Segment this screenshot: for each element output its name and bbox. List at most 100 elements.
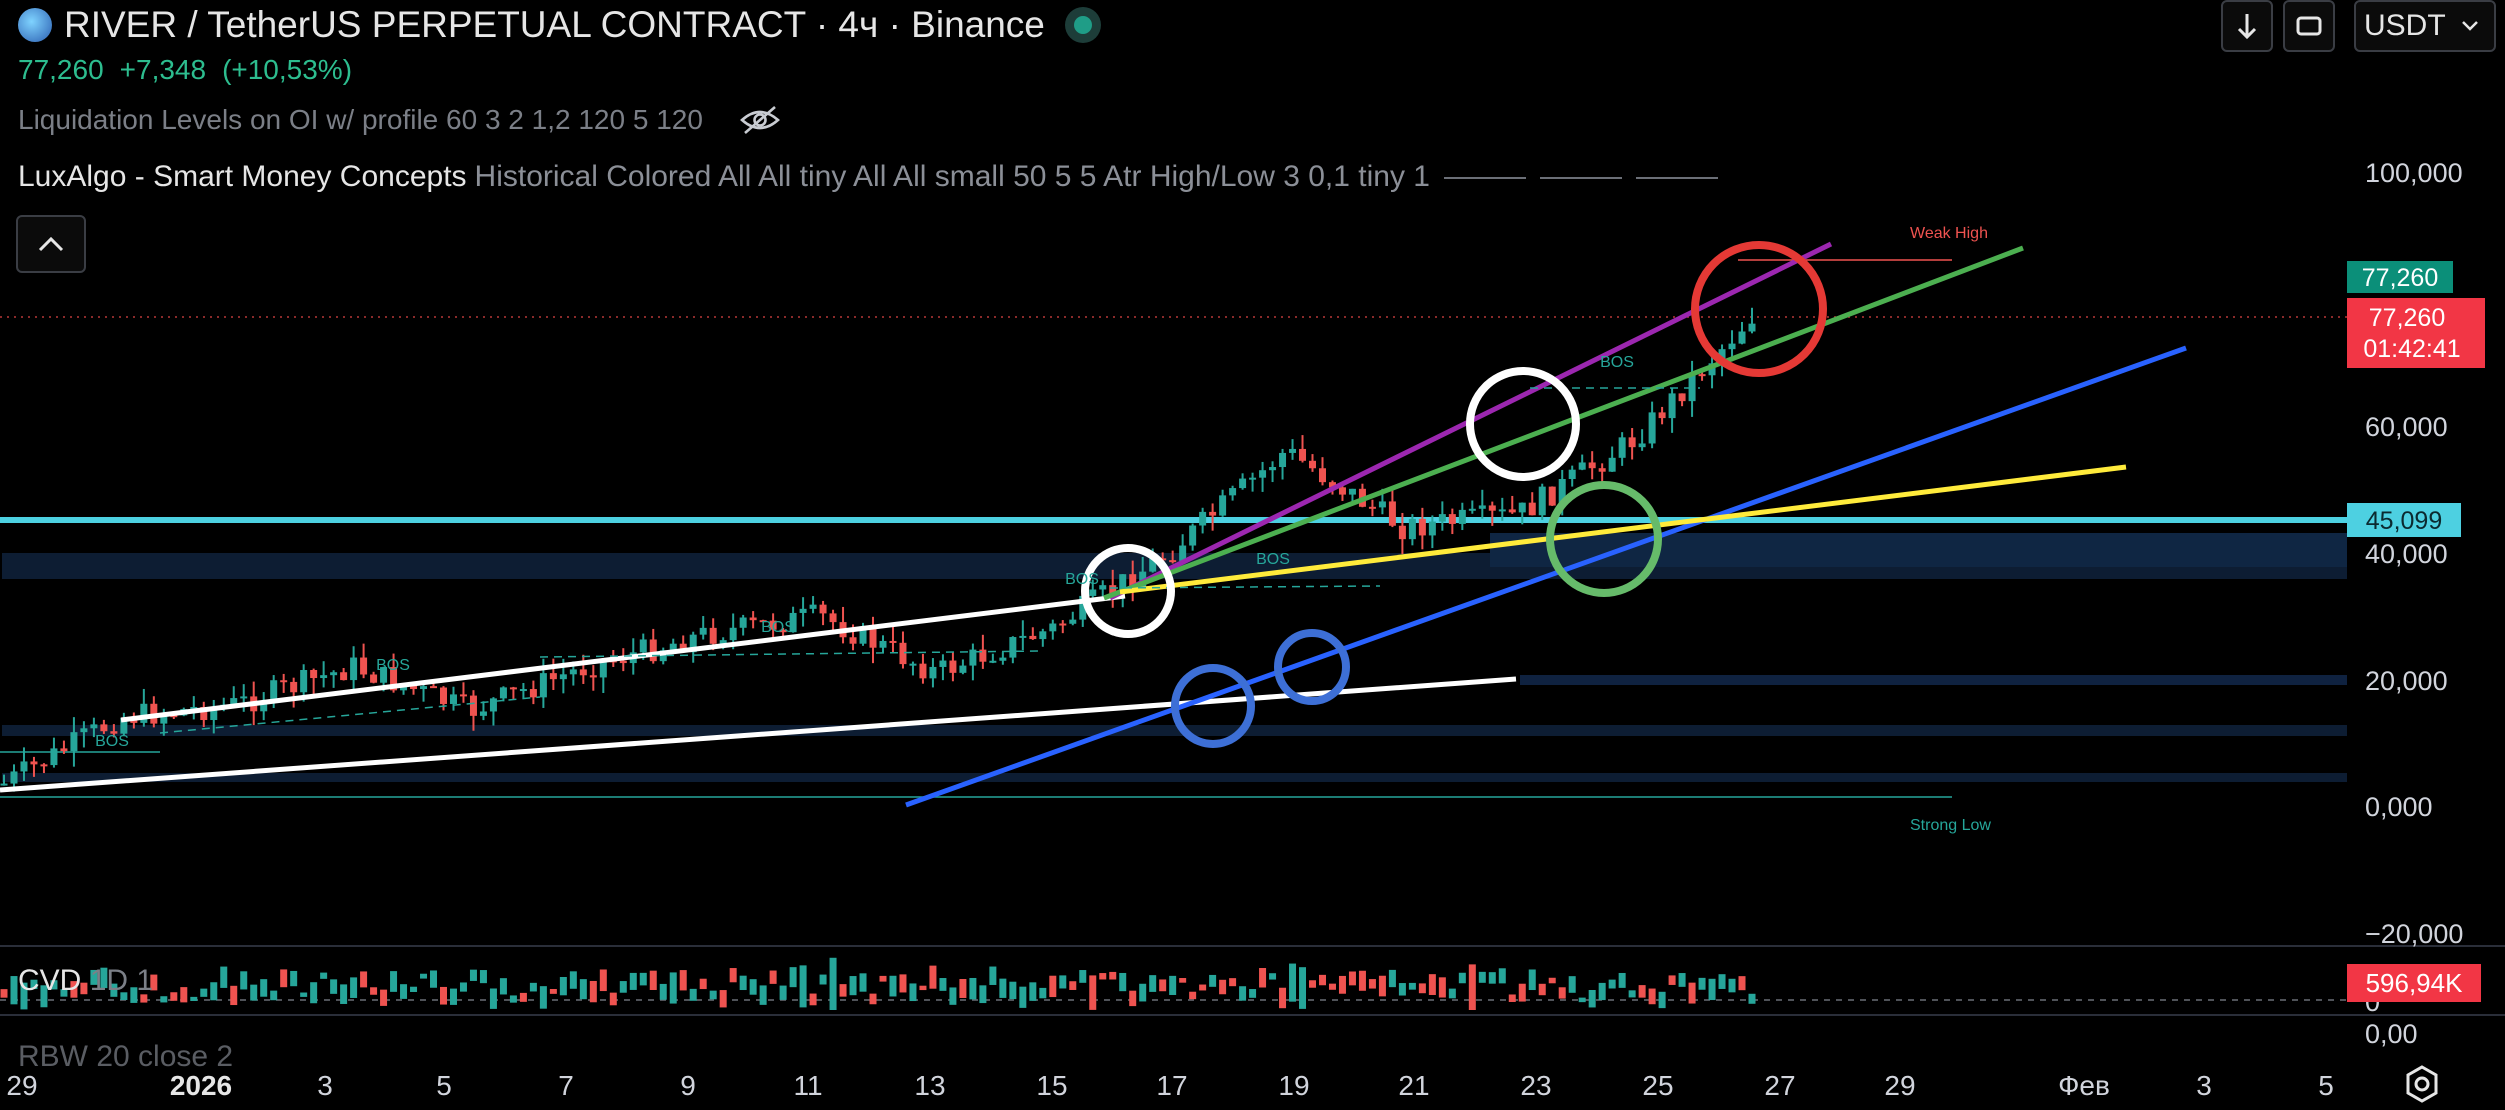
settings-icon[interactable]	[2402, 1064, 2442, 1104]
candle-body	[1718, 349, 1726, 364]
time-axis-label: 9	[680, 1070, 696, 1101]
cvd-bar	[1309, 980, 1317, 988]
time-axis-label: 27	[1764, 1070, 1795, 1101]
time-axis-label: 2026	[170, 1070, 232, 1101]
candle-body	[380, 667, 388, 683]
cvd-bar	[280, 969, 288, 988]
candle-body	[1648, 412, 1656, 444]
eye-hidden-icon[interactable]	[739, 104, 781, 136]
cvd-bar	[1029, 982, 1037, 1001]
indicator-cvd[interactable]: CVD 1D 1	[18, 964, 153, 998]
cvd-bar	[1448, 988, 1456, 999]
candle-body	[210, 706, 218, 721]
indicator-luxalgo[interactable]: LuxAlgo - Smart Money Concepts Historical…	[18, 160, 1718, 194]
candle-body	[619, 660, 627, 664]
candle-body	[1588, 462, 1596, 469]
candle-body	[1708, 363, 1716, 376]
highlight-circle	[1081, 544, 1175, 638]
cvd-bar	[869, 993, 877, 1005]
candle-body	[939, 660, 947, 667]
candle-body	[1009, 637, 1017, 658]
bos-label: BOS	[1065, 571, 1099, 588]
time-axis-label: 3	[317, 1070, 333, 1101]
candle-body	[270, 680, 278, 703]
chart-header: RIVER / TetherUS PERPETUAL CONTRACT · 4ч…	[18, 0, 1101, 50]
cvd-bar	[60, 989, 68, 997]
candle-body	[1189, 525, 1197, 546]
indicator-liquidation-label: Liquidation Levels on OI w/ profile 60 3…	[18, 104, 703, 135]
cvd-bar	[90, 969, 98, 985]
cvd-bar	[140, 994, 148, 1003]
cvd-bar	[1139, 983, 1147, 1002]
cvd-bar	[400, 984, 408, 999]
candle-body	[909, 663, 917, 666]
cvd-bar	[0, 989, 8, 998]
candle-body	[1219, 495, 1227, 516]
yellow-trendline	[1119, 464, 2127, 595]
cvd-bar	[320, 972, 328, 979]
time-axis-label: 11	[793, 1070, 822, 1101]
cvd-bar	[769, 970, 777, 984]
cvd-bar	[719, 990, 727, 1008]
order-block-zone	[1520, 675, 2347, 685]
cvd-bar	[240, 971, 248, 990]
highlight-circle	[1171, 664, 1255, 748]
candle-body	[959, 665, 967, 673]
legend-dash	[1540, 177, 1622, 180]
cvd-bar	[1478, 971, 1486, 983]
candle-body	[1438, 514, 1446, 522]
cvd-bar	[639, 972, 647, 986]
cvd-bar	[1318, 974, 1326, 986]
candle-body	[100, 724, 108, 732]
cvd-bar	[1279, 987, 1287, 1009]
currency-select[interactable]: USDT	[2354, 0, 2496, 52]
cvd-bar	[1698, 977, 1706, 990]
time-axis-label: 29	[1884, 1070, 1915, 1101]
candle-body	[1019, 635, 1027, 638]
candle-body	[1299, 448, 1307, 461]
cvd-bar	[150, 974, 158, 991]
cvd-bar	[1608, 979, 1616, 989]
cvd-bar	[1618, 972, 1626, 988]
cvd-bar	[979, 985, 987, 1004]
candle-body	[1488, 505, 1496, 511]
collapse-legend-button[interactable]	[16, 215, 86, 273]
candle-body	[589, 675, 597, 678]
candle-body	[1578, 462, 1586, 470]
candle-body	[1428, 521, 1436, 536]
time-axis-label: 21	[1398, 1070, 1429, 1101]
candle-body	[1598, 468, 1606, 472]
cvd-bar	[959, 979, 967, 998]
candle-body	[879, 640, 887, 648]
cvd-bar	[1328, 983, 1336, 990]
candle-body	[1568, 469, 1576, 479]
cvd-bar	[1678, 973, 1686, 987]
candle-body	[789, 612, 797, 633]
candle-body	[1638, 443, 1646, 448]
cvd-bar	[1249, 989, 1257, 998]
candle-body	[1069, 619, 1077, 624]
cvd-bar	[260, 979, 268, 997]
indicator-liquidation[interactable]: Liquidation Levels on OI w/ profile 60 3…	[18, 104, 781, 136]
cvd-bar	[1558, 987, 1566, 999]
candle-body	[1448, 514, 1456, 524]
symbol-title[interactable]: RIVER / TetherUS PERPETUAL CONTRACT · 4ч…	[64, 4, 1045, 45]
time-axis-label: 5	[2318, 1070, 2334, 1101]
cvd-bar	[899, 974, 907, 993]
candle-body	[350, 657, 358, 681]
download-button[interactable]	[2221, 0, 2273, 52]
cvd-bar	[210, 982, 218, 1001]
cvd-bar	[789, 967, 797, 988]
fullscreen-button[interactable]	[2283, 0, 2335, 52]
cvd-bar	[1239, 986, 1247, 1001]
cvd-bar	[709, 990, 717, 1000]
candle-body	[1169, 560, 1177, 563]
candle-body	[240, 696, 248, 699]
candle-body	[919, 663, 927, 679]
time-axis-label: Фев	[2058, 1070, 2110, 1101]
bos-label: BOS	[95, 733, 129, 750]
indicator-rbw[interactable]: RBW 20 close 2	[18, 1040, 233, 1074]
price-change-pct: (+10,53%)	[222, 54, 353, 85]
cvd-bar	[1259, 968, 1267, 988]
